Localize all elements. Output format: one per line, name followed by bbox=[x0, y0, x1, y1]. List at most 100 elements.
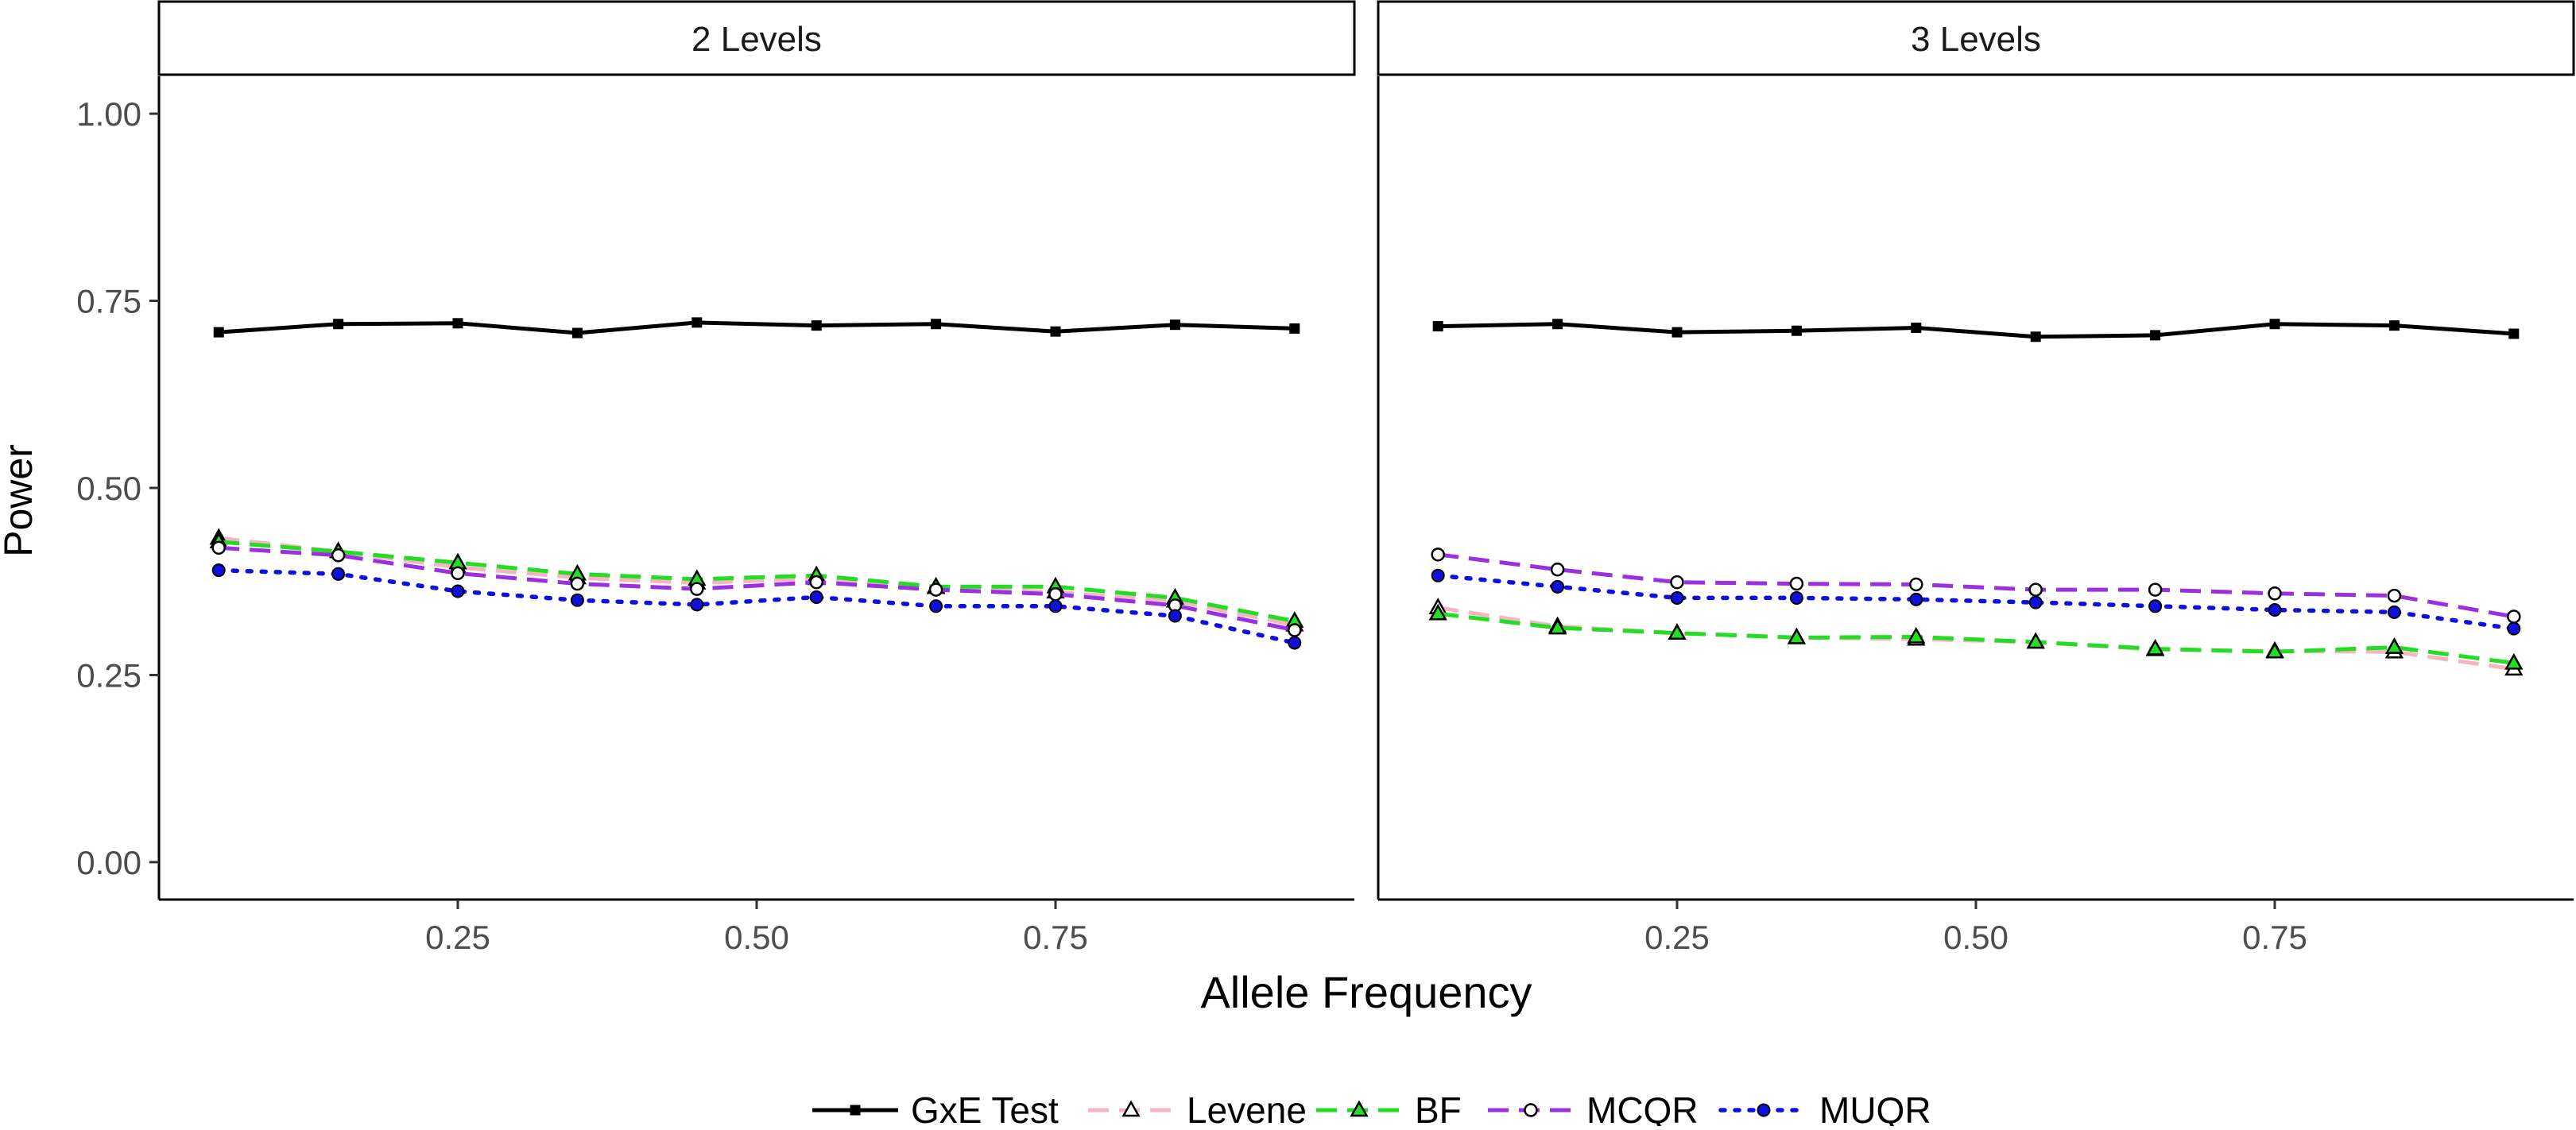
data-point-muqr bbox=[2268, 603, 2282, 617]
y-tick-label: 0.25 bbox=[76, 656, 141, 694]
data-point-gxe-test bbox=[2030, 331, 2041, 342]
data-point-gxe-test bbox=[2150, 330, 2161, 341]
legend-item-muqr: MUQR bbox=[1718, 1089, 1931, 1130]
data-point-muqr bbox=[1048, 599, 1063, 613]
data-point-bf bbox=[1428, 603, 1447, 621]
y-axis-title: Power bbox=[0, 444, 41, 557]
data-point-mcqr bbox=[2387, 588, 2402, 603]
data-point-bf bbox=[2384, 637, 2404, 654]
panel-strip bbox=[157, 0, 1356, 76]
series-line-gxe-test bbox=[1438, 322, 2514, 339]
data-point-gxe-test bbox=[213, 327, 224, 338]
data-point-muqr bbox=[1431, 568, 1445, 582]
data-point-muqr bbox=[451, 584, 465, 598]
data-point-gxe-test bbox=[571, 327, 583, 339]
data-point-gxe-test bbox=[1671, 327, 1683, 338]
data-point-bf bbox=[1787, 627, 1807, 644]
legend-item-bf: BF bbox=[1316, 1089, 1462, 1130]
series-gxe-test bbox=[213, 317, 1300, 339]
series-line-mcqr bbox=[1437, 552, 2515, 619]
legend-item-mcqr: MCQR bbox=[1488, 1089, 1699, 1130]
legend-key-marker bbox=[1350, 1100, 1369, 1117]
data-point-gxe-test bbox=[2388, 320, 2400, 331]
data-point-gxe-test bbox=[1432, 321, 1443, 332]
series-line-bf bbox=[218, 540, 1296, 624]
data-point-muqr bbox=[1288, 636, 1302, 650]
data-point-mcqr bbox=[451, 566, 465, 581]
data-point-bf bbox=[1548, 617, 1567, 635]
data-point-gxe-test bbox=[1791, 325, 1802, 336]
data-point-gxe-test bbox=[1552, 319, 1563, 330]
x-tick-label: 0.25 bbox=[1644, 919, 1710, 956]
data-point-gxe-test bbox=[691, 317, 703, 328]
data-point-gxe-test bbox=[1169, 319, 1180, 331]
y-tick-label: 0.75 bbox=[76, 283, 141, 320]
series-line-bf bbox=[1437, 611, 2515, 665]
data-point-muqr bbox=[1551, 579, 1565, 594]
panels-layer: 2 Levels 0.00 0.25 0.50 0.75 1.00 0.25 0.50 0.75… bbox=[76, 0, 2575, 956]
data-point-gxe-test bbox=[1050, 326, 1061, 337]
data-point-muqr bbox=[690, 598, 704, 612]
data-point-muqr bbox=[211, 563, 226, 578]
legend-label: MCQR bbox=[1586, 1089, 1699, 1126]
x-tick-label: 0.50 bbox=[1943, 919, 2009, 956]
data-point-muqr bbox=[2387, 605, 2401, 619]
data-point-mcqr bbox=[2028, 582, 2043, 597]
data-point-mcqr bbox=[2268, 586, 2282, 601]
data-point-mcqr bbox=[928, 582, 943, 597]
legend-key-marker bbox=[1524, 1103, 1538, 1117]
data-point-muqr bbox=[2028, 595, 2043, 610]
x-tick-label: 0.25 bbox=[425, 919, 490, 956]
x-axis-title: Allele Frequency bbox=[1200, 967, 1532, 1017]
data-point-bf bbox=[2026, 632, 2045, 649]
data-point-gxe-test bbox=[1911, 322, 1922, 333]
data-point-bf bbox=[2145, 638, 2165, 656]
data-point-mcqr bbox=[809, 575, 823, 590]
data-point-muqr bbox=[929, 599, 943, 613]
series-line-levene bbox=[218, 536, 1296, 627]
series-line-gxe-test bbox=[219, 320, 1295, 335]
legend-item-levene: Levene bbox=[1088, 1089, 1307, 1130]
data-point-mcqr bbox=[1909, 577, 1923, 592]
data-point-gxe-test bbox=[931, 319, 942, 330]
legend-label: BF bbox=[1415, 1089, 1462, 1126]
data-point-muqr bbox=[809, 590, 823, 605]
panel-strip-label: 3 Levels bbox=[1911, 20, 2041, 59]
data-point-mcqr bbox=[1789, 576, 1804, 591]
legend: GxE Test Levene BF MCQR MUQR bbox=[812, 1089, 1931, 1130]
series-muqr bbox=[211, 563, 1302, 650]
data-point-gxe-test bbox=[811, 320, 822, 331]
series-mcqr bbox=[1431, 548, 2521, 624]
series-bf bbox=[1428, 603, 2524, 670]
data-point-gxe-test bbox=[1289, 323, 1300, 334]
data-point-gxe-test bbox=[2269, 319, 2280, 330]
y-tick-label: 0.00 bbox=[76, 844, 141, 881]
data-point-gxe-test bbox=[333, 319, 344, 330]
data-point-mcqr bbox=[570, 576, 585, 591]
data-point-mcqr bbox=[2507, 610, 2521, 624]
panel-strip-label: 2 Levels bbox=[691, 20, 822, 59]
x-tick-label: 0.75 bbox=[1023, 919, 1088, 956]
y-tick-label: 0.50 bbox=[76, 470, 141, 507]
series-muqr bbox=[1431, 568, 2521, 636]
x-tick-label: 0.50 bbox=[724, 919, 789, 956]
data-point-muqr bbox=[1909, 592, 1923, 606]
panel-2: 3 Levels 0.25 0.50 0.75 bbox=[1377, 0, 2575, 956]
data-point-gxe-test bbox=[2508, 328, 2520, 339]
data-point-mcqr bbox=[331, 548, 346, 563]
data-point-bf bbox=[1907, 626, 1926, 644]
data-point-mcqr bbox=[1670, 575, 1684, 590]
legend-key-marker bbox=[1121, 1100, 1141, 1117]
data-point-gxe-test bbox=[452, 318, 463, 329]
data-point-muqr bbox=[1670, 590, 1684, 605]
data-point-mcqr bbox=[2148, 582, 2163, 597]
data-point-bf bbox=[2504, 652, 2524, 670]
legend-key-marker bbox=[850, 1105, 861, 1116]
panel-1: 2 Levels 0.00 0.25 0.50 0.75 1.00 0.25 0.50 0.75 bbox=[76, 0, 1356, 956]
data-point-mcqr bbox=[690, 582, 704, 596]
legend-key-marker bbox=[1757, 1103, 1771, 1117]
data-point-muqr bbox=[1789, 590, 1803, 605]
y-tick-label: 1.00 bbox=[76, 95, 141, 133]
